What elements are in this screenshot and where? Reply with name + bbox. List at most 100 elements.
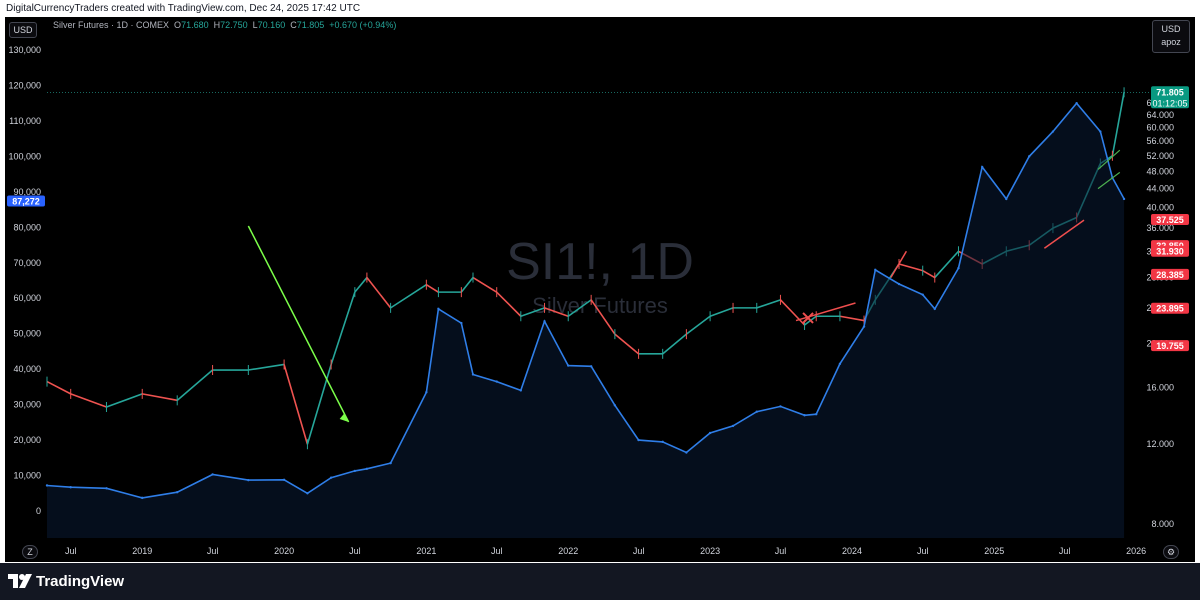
scale-mode-button[interactable]: Z (22, 545, 38, 559)
right-axis-tick: 8.000 (1151, 519, 1174, 529)
red-trendline (795, 302, 856, 322)
price-segment (142, 393, 178, 402)
header-bar: DigitalCurrencyTraders created with Trad… (0, 0, 1200, 17)
price-tag-bg (1151, 268, 1189, 280)
left-series-point (589, 365, 593, 368)
left-series-point (282, 478, 286, 481)
x-axis-tick: Jul (775, 546, 787, 556)
left-series-point (1075, 101, 1078, 105)
left-series-point (1005, 197, 1008, 201)
right-axis-tick: 16.000 (1146, 383, 1174, 393)
left-series-point (779, 405, 782, 408)
x-axis-tick: 2019 (132, 546, 152, 556)
price-tag-value: 28.385 (1156, 270, 1184, 280)
header-text: DigitalCurrencyTraders created with Trad… (6, 3, 361, 14)
x-axis-tick: 2022 (558, 546, 578, 556)
left-axis-tick: 90,000 (13, 187, 41, 197)
price-segment (614, 333, 640, 355)
price-segment (330, 291, 356, 365)
price-segment (779, 299, 806, 326)
left-series-point (815, 412, 818, 416)
price-segment (590, 299, 616, 335)
left-series-point (921, 293, 924, 296)
price-segment (934, 250, 960, 279)
price-segment (756, 299, 781, 309)
gear-icon: ⚙ (1166, 547, 1176, 557)
price-tag-bg (1151, 86, 1189, 109)
left-series-point (1051, 130, 1055, 133)
x-axis-tick: Jul (633, 546, 645, 556)
left-series-point (980, 165, 984, 169)
price-tag-bg (1151, 340, 1189, 352)
price-tag-value: 71.805 (1156, 87, 1184, 97)
x-axis-tick: Jul (349, 546, 361, 556)
price-segment (354, 277, 368, 293)
x-axis-tick: Jul (207, 546, 219, 556)
settings-button[interactable]: ⚙ (1163, 545, 1179, 559)
price-segment (106, 393, 143, 408)
left-currency-button[interactable]: USD (9, 22, 37, 38)
green-channel-line (1097, 149, 1121, 170)
price-segment (460, 277, 474, 293)
left-axis-tick: 110,000 (9, 116, 41, 126)
right-axis-tick: 44.000 (1146, 184, 1174, 194)
left-series-point (437, 307, 440, 311)
price-tag-bg (1151, 245, 1189, 257)
left-tag-value: 87,272 (12, 197, 40, 207)
price-tag-countdown: 01:12:05 (1152, 98, 1187, 108)
price-segment (544, 307, 569, 318)
tradingview-brand: TradingView (36, 572, 125, 590)
green-arrow-line (247, 225, 350, 423)
x-axis-tick: 2021 (416, 546, 436, 556)
x-axis-tick: 2023 (700, 546, 720, 556)
x-axis-tick: Jul (65, 546, 77, 556)
left-axis-tick: 20,000 (13, 435, 41, 445)
right-axis-tick: 64.000 (1146, 110, 1174, 120)
green-channel-line (1097, 171, 1121, 190)
x-axis-tick: Jul (491, 546, 503, 556)
x-axis-tick: 2020 (274, 546, 294, 556)
price-segment (662, 333, 687, 355)
price-tag-value: 37.525 (1156, 215, 1184, 225)
left-axis-tick: 10,000 (13, 471, 41, 481)
left-axis-tick: 100,000 (8, 151, 41, 161)
legend-high: 72.750 (220, 20, 248, 30)
x-axis-tick: 2024 (842, 546, 862, 556)
x-axis-tick: 2026 (1126, 546, 1146, 556)
right-currency-button[interactable]: USD apoz (1152, 20, 1190, 53)
footer-bar (0, 563, 1200, 600)
right-currency-sub: apoz (1161, 37, 1181, 47)
left-axis-tick: 80,000 (13, 222, 41, 232)
right-axis-tick: 52.000 (1146, 151, 1174, 161)
right-axis-tick: 56.000 (1146, 136, 1174, 146)
legend-low: 70.160 (257, 20, 286, 30)
left-series-point (803, 414, 806, 417)
left-series-point (897, 282, 901, 286)
price-tag-value: 31.930 (1156, 247, 1184, 257)
left-series-point (874, 268, 877, 272)
price-segment (496, 291, 522, 317)
left-series-point (353, 469, 357, 473)
left-series-point (708, 431, 712, 435)
left-series-point (211, 473, 214, 476)
price-segment (176, 369, 214, 401)
legend-open-label: O (174, 20, 182, 30)
left-series-point (685, 451, 688, 454)
left-tag-bg (7, 195, 45, 207)
price-segment (520, 307, 545, 318)
left-series-point (1122, 197, 1126, 201)
price-segment (472, 276, 498, 293)
left-series-point (519, 389, 523, 392)
left-series-point (247, 478, 250, 482)
left-series-point (862, 325, 866, 328)
x-axis-tick: Jul (917, 546, 929, 556)
right-currency-label: USD (1161, 24, 1181, 34)
tradingview-logo: TradingView (8, 570, 124, 592)
scale-mode-label: Z (27, 547, 33, 557)
left-axis-tick: 50,000 (13, 329, 41, 339)
right-axis-tick: 12.000 (1146, 439, 1174, 449)
legend-low-label: L (252, 20, 258, 30)
legend-close: 71.805 (296, 20, 325, 30)
x-axis-tick: 2025 (984, 546, 1004, 556)
